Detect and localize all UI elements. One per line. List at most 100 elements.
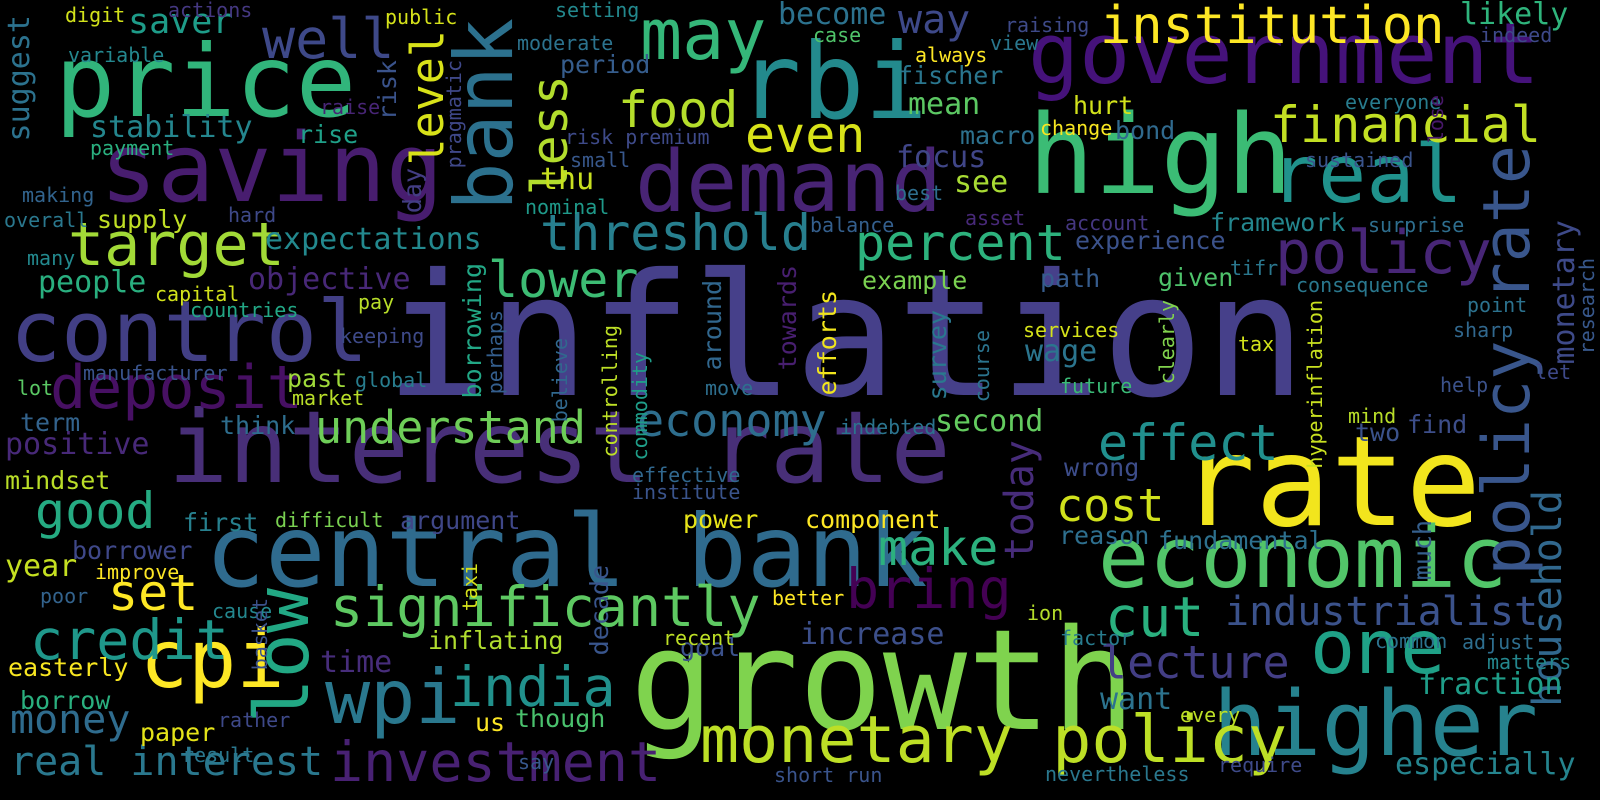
word: better bbox=[772, 586, 845, 610]
word: ion bbox=[1027, 601, 1064, 625]
word: example bbox=[862, 266, 968, 295]
word: change bbox=[1040, 116, 1113, 140]
word: capital bbox=[155, 282, 240, 306]
word: past bbox=[287, 364, 348, 393]
word: cut bbox=[1105, 585, 1205, 649]
word: threshold bbox=[540, 204, 811, 262]
word: time bbox=[320, 645, 393, 680]
word: demand bbox=[635, 133, 943, 232]
word: cpi bbox=[140, 613, 285, 706]
word: expectations bbox=[265, 222, 482, 257]
word: require bbox=[1218, 753, 1303, 777]
word: future bbox=[1060, 374, 1133, 398]
word: decade bbox=[585, 565, 614, 656]
word: payment bbox=[90, 136, 175, 160]
word: thu bbox=[540, 162, 595, 197]
word: indebted bbox=[840, 415, 937, 439]
word: case bbox=[813, 23, 862, 47]
word: cost bbox=[1056, 479, 1165, 532]
word: good bbox=[35, 482, 156, 540]
word: supply bbox=[97, 205, 188, 234]
word: sustained bbox=[1305, 148, 1414, 172]
word: fraction bbox=[1418, 667, 1563, 702]
word: control bbox=[10, 283, 369, 382]
word: see bbox=[954, 165, 1009, 200]
word: economy bbox=[637, 394, 827, 447]
word: macro bbox=[960, 121, 1036, 150]
word: saving bbox=[100, 114, 444, 224]
word: inflation bbox=[385, 238, 1307, 436]
word: wpi bbox=[325, 653, 461, 741]
word: experience bbox=[1075, 226, 1226, 255]
word: believe bbox=[548, 338, 572, 423]
word: everyone bbox=[1345, 90, 1442, 114]
word: rise bbox=[298, 120, 359, 149]
word: term bbox=[20, 408, 81, 437]
word: monetary policy bbox=[700, 703, 1287, 778]
word: second bbox=[935, 404, 1044, 439]
word: mindset bbox=[5, 466, 111, 495]
word: period bbox=[560, 50, 651, 79]
word: tax bbox=[1238, 332, 1275, 356]
word: reason bbox=[1059, 521, 1150, 550]
word: food bbox=[618, 81, 739, 139]
word: borrowing bbox=[458, 263, 487, 399]
word: institution bbox=[1100, 0, 1445, 56]
word: public bbox=[385, 5, 458, 29]
word: nominal bbox=[525, 195, 610, 219]
word: path bbox=[1040, 264, 1101, 293]
word: pragmatic bbox=[442, 60, 466, 169]
word: fundamental bbox=[1158, 526, 1324, 555]
word: let bbox=[1535, 360, 1572, 384]
word: keeping bbox=[340, 324, 425, 348]
word: towards bbox=[773, 265, 802, 371]
word: become bbox=[778, 0, 887, 32]
word: matters bbox=[1487, 650, 1572, 674]
word: overall bbox=[4, 208, 89, 232]
word: mind bbox=[1348, 404, 1397, 428]
word: borrow bbox=[20, 686, 111, 715]
word: especially bbox=[1395, 747, 1576, 782]
word: consequence bbox=[1296, 273, 1429, 297]
word: government bbox=[1028, 5, 1540, 104]
word: rate bbox=[1180, 410, 1482, 555]
word: nevertheless bbox=[1045, 762, 1190, 786]
word: us bbox=[475, 708, 506, 737]
word: move bbox=[705, 376, 754, 400]
word: variable bbox=[68, 43, 165, 67]
word: set bbox=[108, 564, 199, 622]
word: first bbox=[183, 508, 259, 537]
word: pay bbox=[358, 290, 395, 314]
word: real bbox=[1270, 128, 1463, 221]
word: poor bbox=[40, 584, 89, 608]
word: given bbox=[1158, 263, 1234, 292]
word: adjust bbox=[1462, 630, 1535, 654]
word: investment bbox=[330, 730, 662, 794]
word: paper bbox=[140, 718, 216, 747]
word: bond bbox=[1115, 116, 1176, 145]
word: suggest bbox=[2, 15, 37, 142]
word: target bbox=[68, 210, 285, 280]
word: want bbox=[1100, 682, 1173, 717]
word: two bbox=[1355, 418, 1401, 447]
word: efforts bbox=[813, 290, 842, 396]
word: policy bbox=[1275, 218, 1492, 288]
word: balance bbox=[810, 213, 895, 237]
word: every bbox=[1180, 703, 1241, 727]
word: perhaps bbox=[483, 310, 507, 395]
word: rather bbox=[218, 708, 291, 732]
word: institute bbox=[632, 480, 741, 504]
word: raising bbox=[1005, 13, 1090, 37]
word: clearly bbox=[1155, 300, 1179, 385]
word: best bbox=[895, 181, 944, 205]
word: result bbox=[182, 743, 255, 767]
word: short run bbox=[774, 763, 883, 787]
word: think bbox=[220, 411, 296, 440]
word: factor bbox=[1060, 626, 1133, 650]
word: hyperinflation bbox=[1303, 300, 1327, 469]
word: rbi bbox=[738, 21, 928, 143]
word: significantly bbox=[330, 575, 761, 639]
word: increase bbox=[800, 617, 945, 652]
word: course bbox=[970, 330, 994, 403]
